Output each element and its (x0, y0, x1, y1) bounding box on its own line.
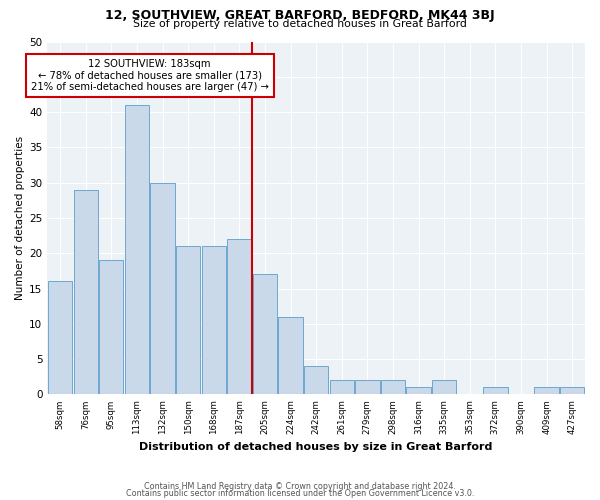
Bar (227, 239, 251, 394)
Bar (329, 380, 354, 394)
Bar (125, 105, 149, 395)
Bar (381, 380, 405, 394)
Bar (432, 380, 457, 394)
Y-axis label: Number of detached properties: Number of detached properties (15, 136, 25, 300)
Bar (535, 388, 559, 394)
Bar (355, 380, 380, 394)
Bar (74, 190, 98, 394)
Text: Contains HM Land Registry data © Crown copyright and database right 2024.: Contains HM Land Registry data © Crown c… (144, 482, 456, 491)
Bar (151, 182, 175, 394)
Bar (483, 388, 508, 394)
Text: Contains public sector information licensed under the Open Government Licence v3: Contains public sector information licen… (126, 488, 474, 498)
Bar (406, 388, 431, 394)
Bar (560, 388, 584, 394)
Text: 12, SOUTHVIEW, GREAT BARFORD, BEDFORD, MK44 3BJ: 12, SOUTHVIEW, GREAT BARFORD, BEDFORD, M… (105, 9, 495, 22)
Bar (304, 366, 328, 394)
Text: Size of property relative to detached houses in Great Barford: Size of property relative to detached ho… (133, 19, 467, 29)
X-axis label: Distribution of detached houses by size in Great Barford: Distribution of detached houses by size … (139, 442, 493, 452)
Bar (48, 282, 72, 395)
Bar (253, 274, 277, 394)
Text: 12 SOUTHVIEW: 183sqm
← 78% of detached houses are smaller (173)
21% of semi-deta: 12 SOUTHVIEW: 183sqm ← 78% of detached h… (31, 59, 269, 92)
Bar (202, 246, 226, 394)
Bar (278, 317, 302, 394)
Bar (99, 260, 124, 394)
Bar (176, 246, 200, 394)
